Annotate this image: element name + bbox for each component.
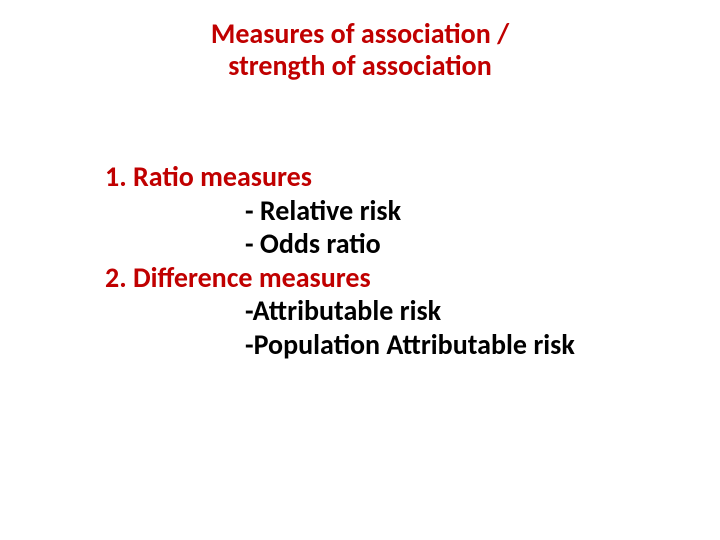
item-2-heading: 2. Difference measures xyxy=(105,261,680,295)
item-2-sub-1: -Attributable risk xyxy=(105,294,680,328)
item-1-sub-2: - Odds ratio xyxy=(105,227,680,261)
slide-body: 1. Ratio measures - Relative risk - Odds… xyxy=(105,160,680,362)
slide: Measures of association / strength of as… xyxy=(0,0,720,540)
title-line-1: Measures of association / xyxy=(0,18,720,50)
item-1-heading: 1. Ratio measures xyxy=(105,160,680,194)
title-line-2: strength of association xyxy=(0,50,720,82)
item-2-sub-2: -Population Attributable risk xyxy=(105,328,680,362)
item-1-sub-1: - Relative risk xyxy=(105,194,680,228)
slide-title: Measures of association / strength of as… xyxy=(0,18,720,82)
